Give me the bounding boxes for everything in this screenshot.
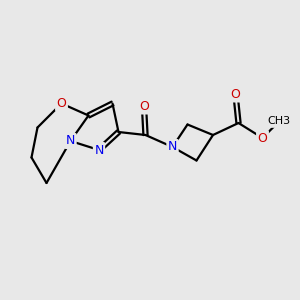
Text: O: O bbox=[139, 100, 149, 113]
Text: O: O bbox=[258, 131, 267, 145]
Text: O: O bbox=[231, 88, 240, 101]
Text: N: N bbox=[168, 140, 177, 154]
Text: N: N bbox=[66, 134, 75, 148]
Text: CH3: CH3 bbox=[267, 116, 291, 127]
Text: N: N bbox=[94, 143, 104, 157]
Text: O: O bbox=[57, 97, 66, 110]
